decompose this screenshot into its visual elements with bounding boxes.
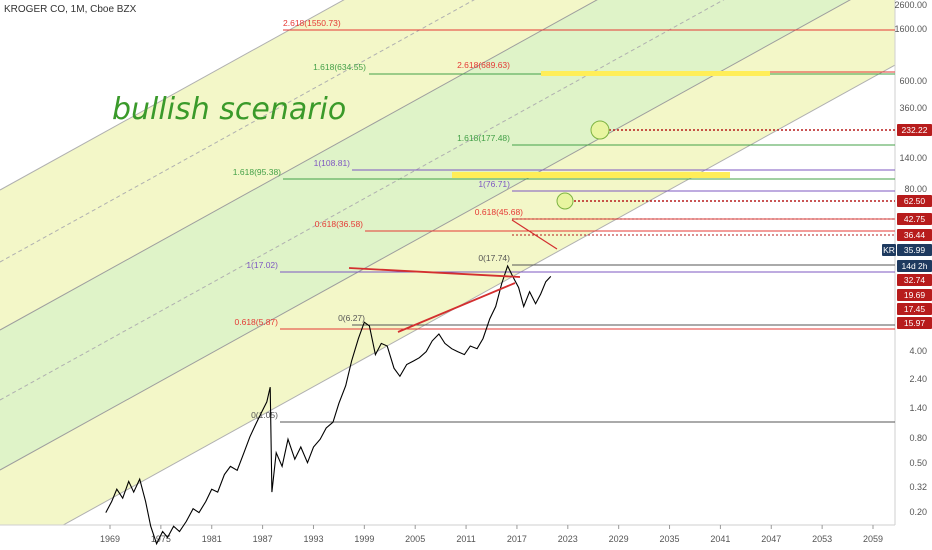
price-badge — [897, 213, 932, 225]
price-badge — [897, 274, 932, 286]
price-badge — [897, 244, 932, 256]
y-tick-label: 0.80 — [909, 433, 927, 443]
channel-line — [0, 0, 475, 263]
outer-channel — [0, 0, 895, 550]
x-tick-label: 2041 — [710, 534, 730, 544]
price-badge-label: 17.45 — [904, 304, 926, 314]
x-tick-label: 2029 — [609, 534, 629, 544]
price-badge — [897, 289, 932, 301]
channel-line — [17, 64, 896, 550]
scenario-annotation: bullish scenario — [112, 92, 347, 127]
y-tick-label: 0.32 — [909, 482, 927, 492]
y-tick-label: 0.20 — [909, 507, 927, 517]
price-badge-label: 42.75 — [904, 214, 926, 224]
x-tick-label: 1975 — [151, 534, 171, 544]
channel-line — [0, 0, 598, 331]
fib-level-label: 1.618(634.55) — [313, 62, 366, 72]
channel-line — [0, 0, 725, 401]
fib-level-label: 0.618(36.58) — [315, 219, 363, 229]
price-badge-label: KR — [883, 245, 895, 255]
y-tick-label: 4.00 — [909, 346, 927, 356]
price-badge — [897, 124, 932, 136]
channel-line — [0, 0, 851, 471]
x-tick-label: 2011 — [456, 534, 475, 544]
time-axis — [0, 525, 932, 550]
fib-level-label: 1.618(95.38) — [233, 167, 281, 177]
target-zone — [452, 172, 730, 178]
price-badge — [897, 195, 932, 207]
fib-level-label: 1.618(177.48) — [457, 133, 510, 143]
y-tick-label: 2600.00 — [894, 0, 927, 10]
x-tick-label: 1987 — [253, 534, 273, 544]
fib-level-label: 0.618(45.68) — [475, 207, 523, 217]
x-tick-label: 1969 — [100, 534, 120, 544]
price-badge — [897, 260, 932, 272]
trend-line — [397, 282, 516, 333]
y-tick-label: 600.00 — [899, 76, 927, 86]
y-tick-label: 140.00 — [899, 153, 927, 163]
price-badge — [882, 244, 896, 256]
y-tick-label: 1600.00 — [894, 24, 927, 34]
price-badge-label: 19.69 — [904, 290, 926, 300]
x-tick-label: 1981 — [202, 534, 222, 544]
x-tick-label: 2047 — [761, 534, 781, 544]
y-tick-label: 1.40 — [909, 403, 927, 413]
x-tick-label: 2059 — [863, 534, 883, 544]
fib-level-label: 0(17.74) — [478, 253, 510, 263]
price-badge-label: 36.44 — [904, 230, 926, 240]
fib-level-label: 1(76.71) — [478, 179, 510, 189]
price-badge-label: 14d 2h — [902, 261, 928, 271]
fib-level-label: 0.618(5.87) — [235, 317, 279, 327]
fib-level-label: 0(1.05) — [251, 410, 278, 420]
x-tick-label: 1999 — [354, 534, 374, 544]
x-tick-label: 2005 — [405, 534, 425, 544]
x-tick-label: 2017 — [507, 534, 527, 544]
price-badge-label: 62.50 — [904, 196, 926, 206]
fib-level-label: 2.618(1550.73) — [283, 18, 341, 28]
price-line — [105, 264, 552, 546]
x-tick-label: 1993 — [303, 534, 323, 544]
y-tick-label: 2.40 — [909, 374, 927, 384]
fib-level-label: 2.618(689.63) — [457, 60, 510, 70]
fib-level-label: 0(6.27) — [338, 313, 365, 323]
channel-line — [0, 0, 345, 191]
y-tick-label: 80.00 — [904, 184, 927, 194]
x-tick-label: 2035 — [660, 534, 680, 544]
target-circle — [590, 120, 610, 140]
price-badge — [897, 229, 932, 241]
y-tick-label: 360.00 — [899, 103, 927, 113]
chart-title: KROGER CO, 1M, Cboe BZX — [4, 4, 137, 15]
y-tick-label: 0.50 — [909, 458, 927, 468]
fib-level-label: 1(108.81) — [314, 158, 351, 168]
target-circle — [556, 192, 574, 210]
price-badge — [897, 303, 932, 315]
trend-line — [348, 267, 521, 278]
price-badge-label: 232.22 — [902, 125, 928, 135]
price-badge-label: 32.74 — [904, 275, 926, 285]
price-badge-label: 15.97 — [904, 318, 926, 328]
fib-level-label: 1(17.02) — [246, 260, 278, 270]
price-badge-label: 35.99 — [904, 245, 926, 255]
price-badge — [897, 317, 932, 329]
x-tick-label: 2023 — [558, 534, 578, 544]
target-zone — [541, 71, 770, 76]
trend-line — [511, 219, 558, 250]
x-tick-label: 2053 — [812, 534, 832, 544]
